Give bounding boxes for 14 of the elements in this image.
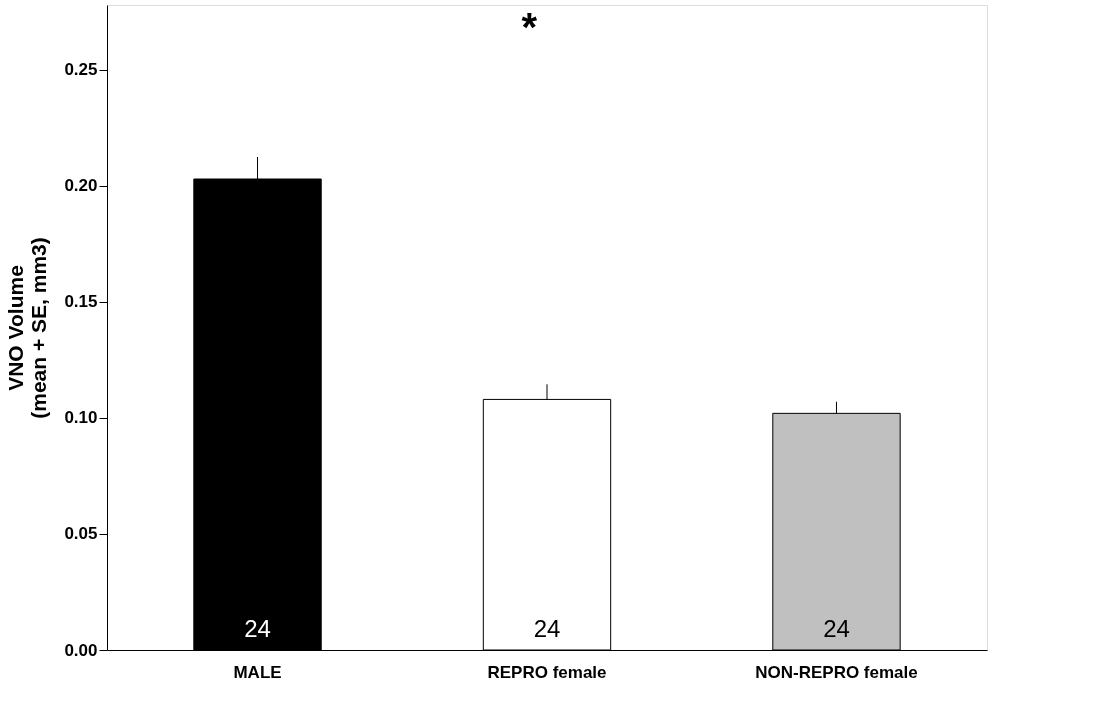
x-tick-label: REPRO female xyxy=(487,662,607,682)
annotation: * xyxy=(521,5,538,49)
y-tick-label: 0.00 xyxy=(64,640,98,660)
y-tick-label: 0.05 xyxy=(64,524,98,544)
x-tick-label: MALE xyxy=(233,662,282,682)
y-tick-label: 0.20 xyxy=(64,176,98,196)
annotation: 24 xyxy=(244,615,271,642)
y-tick-label: 0.15 xyxy=(64,292,98,312)
y-tick-label: 0.25 xyxy=(64,60,98,80)
x-tick-label: NON-REPRO female xyxy=(755,662,918,682)
annotation: 24 xyxy=(533,615,561,642)
y-axis-title: VNO Volume (mean + SE, mm3) xyxy=(4,237,51,419)
y-tick-label: 0.10 xyxy=(64,408,98,428)
annotation: 24 xyxy=(823,615,850,642)
